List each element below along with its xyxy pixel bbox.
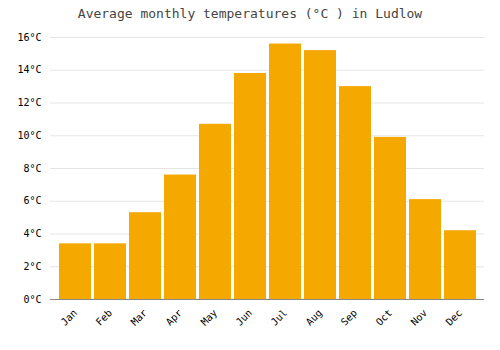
- svg-text:6°C: 6°C: [23, 195, 41, 206]
- svg-text:14°C: 14°C: [17, 64, 41, 75]
- svg-text:12°C: 12°C: [17, 97, 41, 108]
- svg-text:Mar: Mar: [129, 307, 150, 328]
- svg-text:Jun: Jun: [234, 307, 255, 328]
- svg-text:Aug: Aug: [304, 307, 325, 328]
- svg-text:Oct: Oct: [374, 307, 395, 328]
- svg-text:8°C: 8°C: [23, 163, 41, 174]
- svg-text:Jan: Jan: [59, 307, 80, 328]
- svg-text:Sep: Sep: [339, 307, 360, 328]
- svg-text:Feb: Feb: [94, 307, 115, 328]
- svg-text:May: May: [199, 307, 220, 328]
- svg-text:Nov: Nov: [409, 307, 430, 328]
- svg-text:16°C: 16°C: [17, 32, 41, 43]
- svg-text:Jul: Jul: [269, 307, 290, 328]
- svg-text:0°C: 0°C: [23, 294, 41, 305]
- svg-text:Dec: Dec: [444, 307, 465, 328]
- svg-text:2°C: 2°C: [23, 261, 41, 272]
- svg-text:Apr: Apr: [164, 307, 185, 328]
- svg-text:4°C: 4°C: [23, 228, 41, 239]
- html-text:Average monthly temperatures (: Average monthly temperatures (°C ) in Lu…: [77, 6, 423, 21]
- svg-text:10°C: 10°C: [17, 130, 41, 141]
